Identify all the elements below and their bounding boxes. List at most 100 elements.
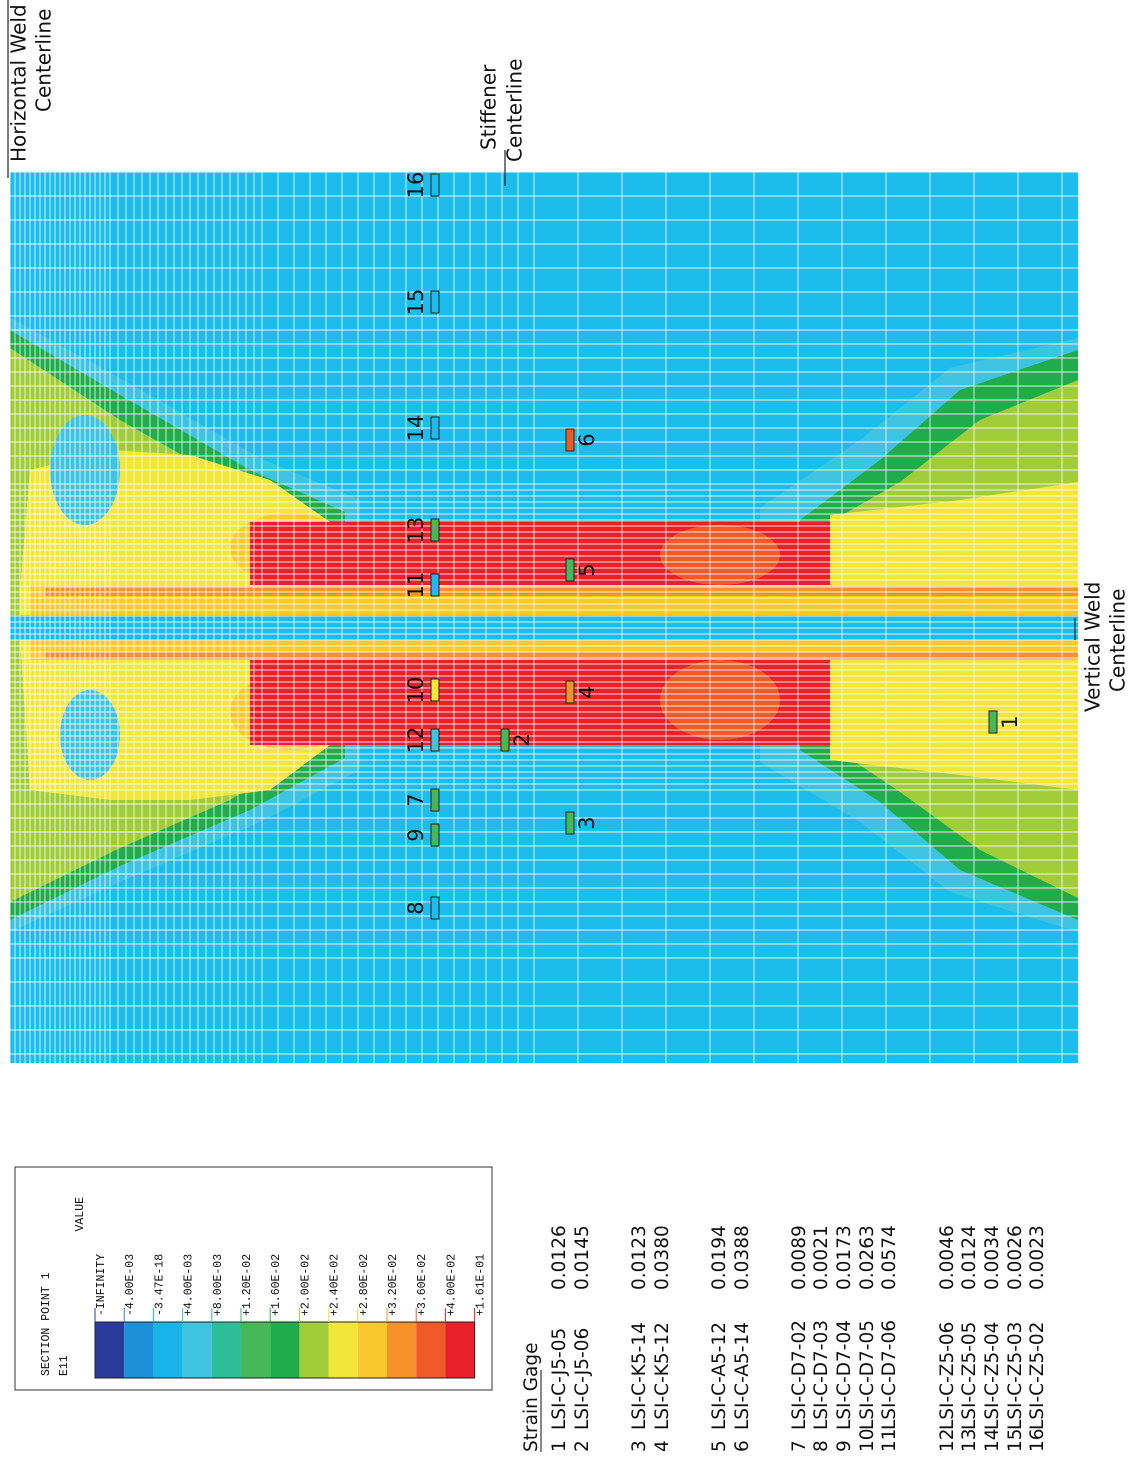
gage-label: 10 (404, 677, 428, 704)
table-cell: 7 (789, 1440, 810, 1452)
table-cell: 12 (937, 1428, 958, 1452)
gage-marker (565, 558, 575, 582)
table-cell: 0.0263 (857, 1225, 878, 1290)
gage-label: 4 (575, 685, 599, 698)
legend-variable: E11 (58, 1355, 71, 1376)
table-cell: 1 (549, 1440, 570, 1452)
gage-label: 2 (510, 733, 534, 746)
table-cell: 0.0034 (982, 1225, 1003, 1290)
table-cell: 0.0023 (1027, 1225, 1048, 1290)
legend-level: +2.40E-02 (329, 1254, 342, 1316)
table-cell: 0.0089 (789, 1225, 810, 1290)
table-cell: 14 (982, 1428, 1003, 1452)
legend-level: -INFINITY (95, 1254, 108, 1316)
contour-plot (9, 171, 1078, 1063)
mesh (9, 171, 1078, 1063)
gage-marker (565, 680, 575, 704)
table-cell: LSI-C-Z5-06 (937, 1322, 958, 1430)
table-cell: 10 (857, 1428, 878, 1452)
legend-box (14, 1166, 493, 1391)
table-cell: 0.0380 (652, 1225, 673, 1290)
gage-marker (988, 710, 998, 734)
table-cell: 3 (629, 1440, 650, 1452)
gage-label: 16 (404, 172, 428, 199)
legend-swatch (416, 1322, 446, 1378)
table-cell: LSI-C-Z5-03 (1005, 1322, 1026, 1430)
label: Centerline (1106, 589, 1130, 692)
contour-band (660, 525, 780, 585)
gage-label: 15 (404, 289, 428, 316)
legend-column: VALUE (74, 1197, 87, 1232)
annotations: Horizontal Weld Centerline Stiffener Center… (7, 4, 1130, 1452)
table-cell: LSI-C-D7-04 (834, 1320, 855, 1430)
contour-band (10, 615, 1078, 640)
legend-level: +2.00E-02 (299, 1254, 312, 1316)
table-cell: LSI-C-K5-14 (629, 1322, 650, 1430)
gage-label: 9 (404, 828, 428, 841)
legend-level: +1.61E-01 (475, 1254, 488, 1316)
table-cell: 0.0124 (959, 1225, 980, 1290)
legend-swatch (328, 1322, 358, 1378)
table-cell: 0.0123 (629, 1225, 650, 1290)
table-cell: LSI-C-D7-06 (879, 1320, 900, 1430)
table-cell: 13 (959, 1428, 980, 1452)
table-cell: 0.0173 (834, 1225, 855, 1290)
gage-marker (565, 428, 575, 452)
gage-marker (565, 811, 575, 835)
table-cell: 0.0026 (1005, 1225, 1026, 1290)
table-cell: LSI-C-A5-14 (732, 1322, 753, 1430)
legend-swatch (270, 1322, 300, 1378)
gage-marker (500, 728, 510, 752)
legend-swatch (445, 1322, 475, 1378)
legend-level: +3.20E-02 (387, 1254, 400, 1316)
table-cell: LSI-C-K5-12 (652, 1322, 673, 1430)
table-title: Strain Gage (521, 1343, 542, 1452)
gage-marker (430, 728, 440, 752)
legend-swatch (182, 1322, 212, 1378)
legend-title: SECTION POINT 1 (40, 1272, 53, 1376)
gage-marker (430, 678, 440, 702)
legend-level: -3.47E-18 (153, 1254, 166, 1316)
table-cell: 5 (709, 1440, 730, 1452)
table-cell: 0.0145 (572, 1225, 593, 1290)
table-cell: 0.0194 (709, 1225, 730, 1290)
table-cell: LSI-C-D7-03 (811, 1320, 832, 1430)
table-cell: LSI-C-Z5-05 (959, 1322, 980, 1430)
gage-label: 5 (575, 563, 599, 576)
legend-swatch (95, 1322, 125, 1378)
legend-level: +4.00E-03 (183, 1254, 196, 1316)
legend-level: +4.00E-02 (445, 1254, 458, 1316)
gage-marker (430, 416, 440, 440)
table-cell: LSI-C-Z5-04 (982, 1322, 1003, 1430)
table-cell: 0.0574 (879, 1225, 900, 1290)
gage-marker (430, 896, 440, 920)
label: Horizontal Weld (7, 4, 31, 162)
label: Vertical Weld (1081, 582, 1105, 712)
gage-marker (430, 518, 440, 542)
gage-label: 7 (404, 793, 428, 806)
legend-swatch (241, 1322, 271, 1378)
legend-swatch (387, 1322, 417, 1378)
gage-label: 13 (404, 517, 428, 544)
label: Stiffener (477, 64, 501, 150)
gage-marker (430, 573, 440, 597)
table-cell: 0.0021 (811, 1225, 832, 1290)
gage-label: 3 (575, 816, 599, 829)
table-cell: 2 (572, 1440, 593, 1452)
gage-label: 1 (998, 715, 1022, 728)
gage-marker (430, 788, 440, 812)
table-cell: LSI-C-D7-02 (789, 1320, 810, 1430)
table-cell: LSI-C-D7-05 (857, 1320, 878, 1430)
legend-level: +3.60E-02 (416, 1254, 429, 1316)
table-cell: 9 (834, 1440, 855, 1452)
table-cell: 0.0126 (549, 1225, 570, 1290)
legend-level: +1.60E-02 (270, 1254, 283, 1316)
table-cell: 0.0046 (937, 1225, 958, 1290)
gage-label: 6 (575, 433, 599, 446)
legend-level: -4.00E-03 (124, 1254, 137, 1316)
legend-level: +1.20E-02 (241, 1254, 254, 1316)
legend-swatch (357, 1322, 387, 1378)
table-cell: LSI-C-A5-12 (709, 1322, 730, 1430)
table-cell: 11 (879, 1428, 900, 1452)
